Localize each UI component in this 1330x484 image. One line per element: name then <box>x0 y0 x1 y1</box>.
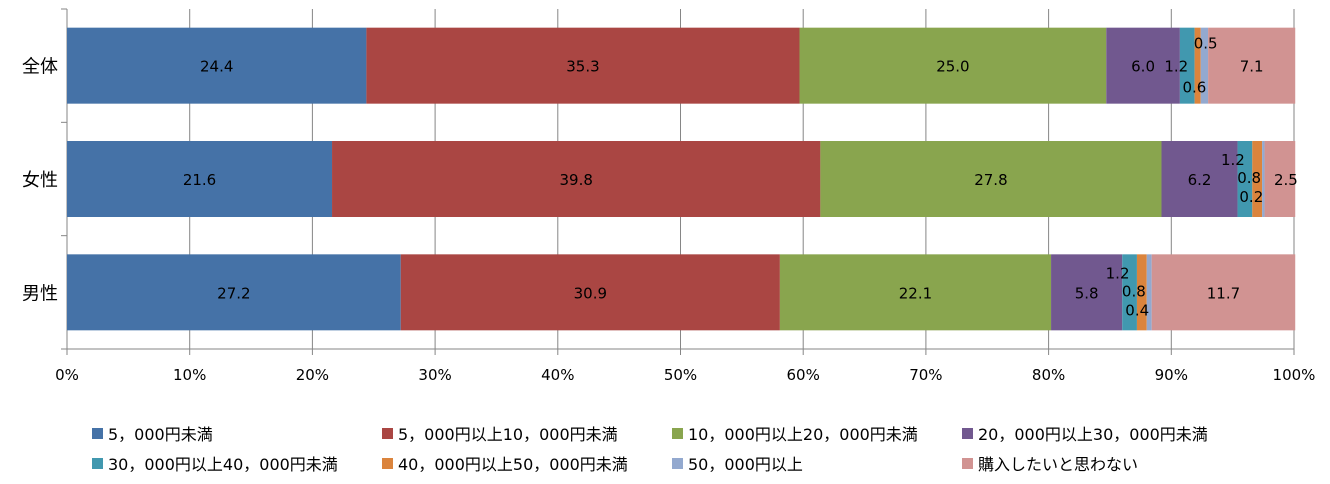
bar-segment <box>1179 27 1195 104</box>
legend-item: 購入したいと思わない <box>962 451 1138 475</box>
legend-swatch <box>672 457 683 469</box>
category-label: 男性 <box>22 283 58 304</box>
category-label: 全体 <box>22 57 58 78</box>
x-tick-label: 80% <box>1032 366 1065 384</box>
bar-segment <box>1237 141 1253 217</box>
x-tick-label: 50% <box>664 366 697 384</box>
bar-segment <box>1051 254 1123 331</box>
bar-segment <box>1161 141 1238 217</box>
data-label: 0.6 <box>1182 79 1206 97</box>
legend-item: 5，000円未満 <box>92 421 213 445</box>
legend-swatch <box>382 427 393 439</box>
bar-segment <box>820 141 1162 217</box>
data-label: 11.7 <box>1207 284 1240 302</box>
data-label: 1.2 <box>1221 151 1245 169</box>
data-label: 1.2 <box>1106 264 1130 282</box>
data-label: 1.2 <box>1164 58 1188 76</box>
data-label: 5.8 <box>1075 284 1099 302</box>
legend-label: 10，000円以上20，000円未満 <box>688 425 918 444</box>
bar-segment <box>67 27 367 104</box>
data-label: 0.4 <box>1125 301 1149 319</box>
data-label: 0.8 <box>1122 282 1146 300</box>
legend-label: 40，000円以上50，000円未満 <box>398 455 628 474</box>
legend-item: 5，000円以上10，000円未満 <box>382 421 618 445</box>
data-label: 0.2 <box>1239 188 1263 206</box>
data-label: 0.8 <box>1237 169 1261 187</box>
x-tick-label: 100% <box>1273 366 1316 384</box>
legend-label: 30，000円以上40，000円未満 <box>108 455 338 474</box>
legend-label: 5，000円未満 <box>108 425 213 444</box>
data-label: 24.4 <box>200 58 233 76</box>
legend-label: 購入したいと思わない <box>978 455 1139 474</box>
bar-segment <box>1122 254 1137 331</box>
x-tick-label: 30% <box>418 366 451 384</box>
bar-segment <box>332 141 821 217</box>
bar-segment <box>779 254 1052 331</box>
legend-label: 50，000円以上 <box>688 455 803 474</box>
stacked-bar-chart: 0% 10% 20% 30% 40% 50% 60% 70% 80% 90% 100% 全体 24.4 3… <box>22 8 1316 384</box>
x-tick-label: 60% <box>787 366 820 384</box>
bar-segment <box>1194 27 1201 104</box>
x-tick-label: 70% <box>909 366 942 384</box>
legend: 5，000円未満 5，000円以上10，000円未満 10，000円以上20，000… <box>92 421 1322 481</box>
bar-segment <box>1208 27 1296 104</box>
bar-segment <box>366 27 800 104</box>
bar-segment <box>1264 141 1296 217</box>
bar-segment <box>1146 254 1152 331</box>
legend-label: 20，000円以上30，000円未満 <box>978 425 1208 444</box>
data-label: 2.5 <box>1274 171 1298 189</box>
bar-segment <box>1151 254 1296 331</box>
x-tick-label: 0% <box>55 366 79 384</box>
data-label: 35.3 <box>566 58 599 76</box>
bar-segment <box>1262 141 1265 217</box>
legend-swatch <box>962 457 973 469</box>
bar-segment <box>1136 254 1147 331</box>
data-label: 25.0 <box>936 58 969 76</box>
bar-segment <box>1200 27 1209 104</box>
category-label: 女性 <box>22 170 58 191</box>
data-label: 30.9 <box>574 284 607 302</box>
bar-segment <box>67 254 401 331</box>
data-label: 6.0 <box>1131 58 1155 76</box>
x-tick-label: 40% <box>541 366 574 384</box>
legend-item: 10，000円以上20，000円未満 <box>672 421 918 445</box>
legend-swatch <box>962 427 973 439</box>
legend-item: 20，000円以上30，000円未満 <box>962 421 1208 445</box>
bar-segment <box>67 141 333 217</box>
bar-segment <box>400 254 780 331</box>
legend-row-1: 5，000円未満 5，000円以上10，000円未満 10，000円以上20，000… <box>92 421 1322 451</box>
legend-item: 50，000円以上 <box>672 451 803 475</box>
bar-segment <box>1252 141 1263 217</box>
data-label: 27.8 <box>974 171 1007 189</box>
data-label: 22.1 <box>899 284 932 302</box>
legend-swatch <box>92 427 103 439</box>
x-tick-label: 20% <box>296 366 329 384</box>
bar-segment <box>799 27 1107 104</box>
x-tick-label: 90% <box>1155 366 1188 384</box>
legend-swatch <box>92 457 103 469</box>
data-label: 0.5 <box>1194 35 1218 53</box>
legend-item: 30，000円以上40，000円未満 <box>92 451 338 475</box>
legend-swatch <box>672 427 683 439</box>
legend-swatch <box>382 457 393 469</box>
data-label: 6.2 <box>1188 171 1212 189</box>
x-tick-label: 10% <box>173 366 206 384</box>
data-label: 27.2 <box>217 284 250 302</box>
legend-item: 40，000円以上50，000円未満 <box>382 451 628 475</box>
bar-segment <box>1106 27 1180 104</box>
data-label: 21.6 <box>183 171 216 189</box>
data-label: 39.8 <box>560 171 593 189</box>
legend-row-2: 30，000円以上40，000円未満 40，000円以上50，000円未満 50，0… <box>92 451 1322 481</box>
legend-label: 5，000円以上10，000円未満 <box>398 425 618 444</box>
data-label: 7.1 <box>1240 58 1264 76</box>
